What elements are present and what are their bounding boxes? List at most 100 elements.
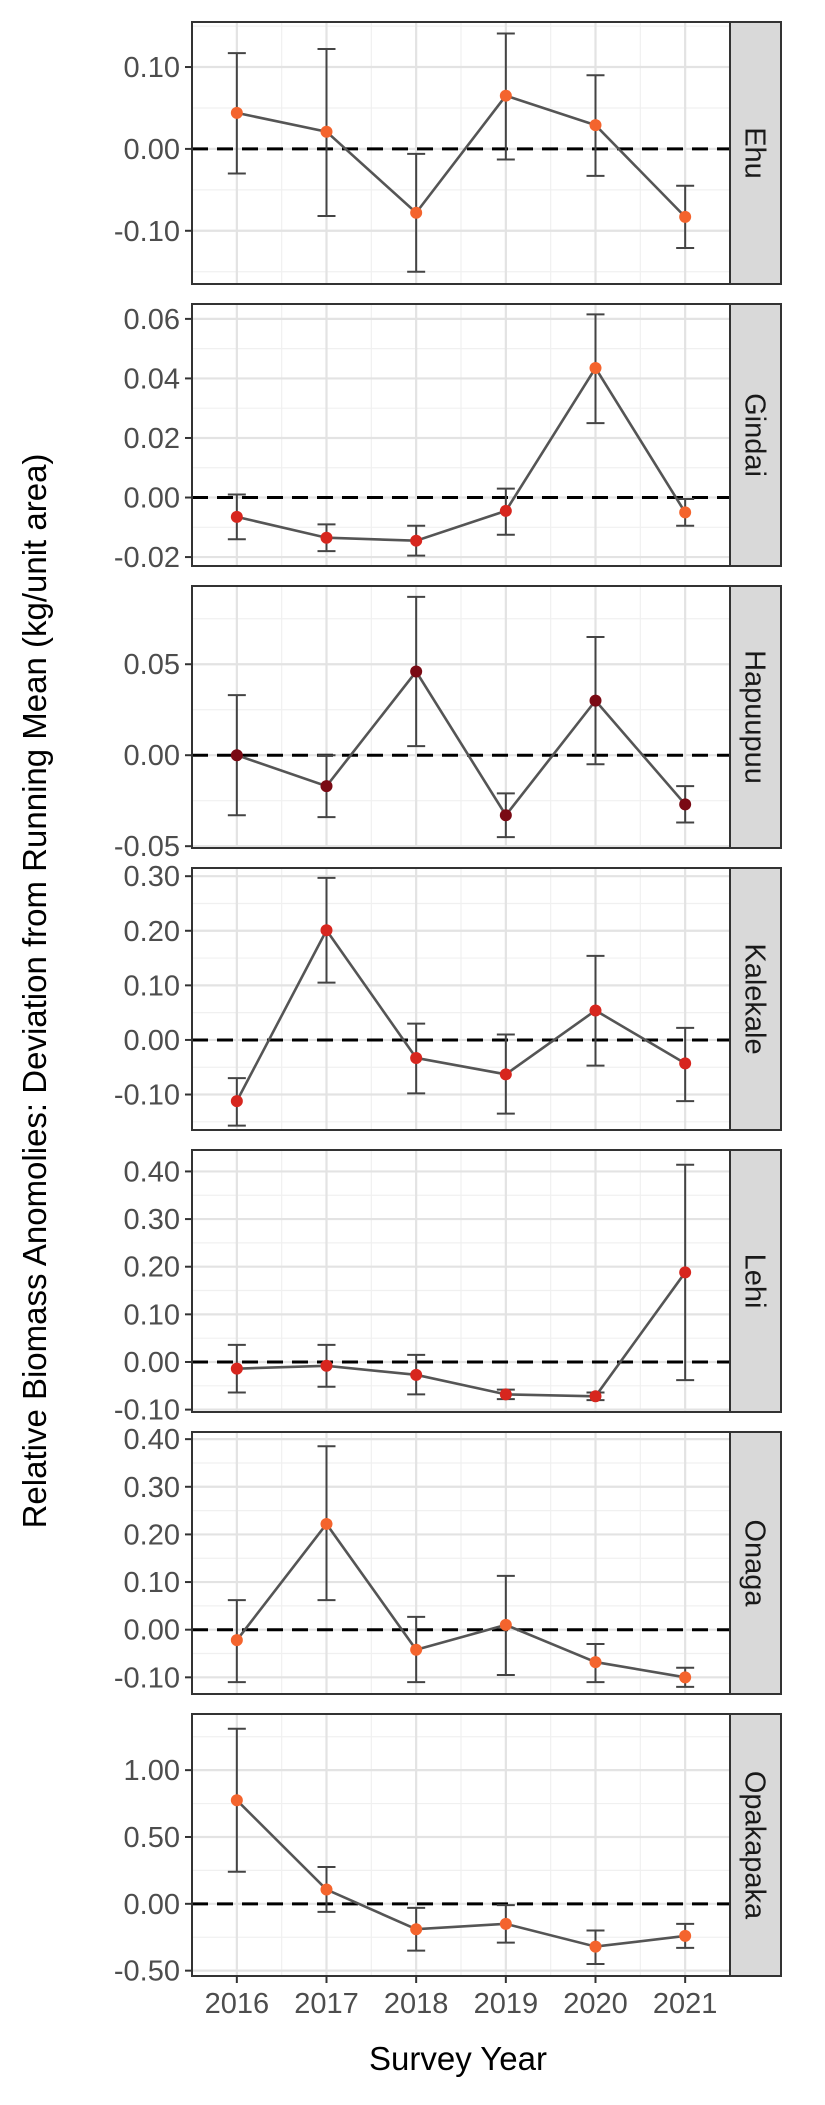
y-tick-label: -0.10 xyxy=(114,1395,180,1427)
data-point xyxy=(679,1266,692,1279)
y-tick-label: 0.10 xyxy=(124,52,180,84)
facet-strip xyxy=(729,1713,782,1977)
panel-lehi: -0.10 0.00 0.10 0.20 0.30 0.40 Lehi xyxy=(114,1149,782,1427)
y-tick-label: -0.10 xyxy=(114,1080,180,1112)
data-point xyxy=(679,210,692,223)
data-point xyxy=(499,1388,512,1401)
data-point xyxy=(230,1095,243,1108)
data-point xyxy=(589,362,602,375)
y-tick-label: 0.00 xyxy=(124,483,180,515)
y-tick-label: 0.20 xyxy=(124,916,180,948)
data-point xyxy=(230,1362,243,1375)
facet-strip xyxy=(729,585,782,849)
data-point xyxy=(230,106,243,119)
data-point xyxy=(589,694,602,707)
data-point xyxy=(589,119,602,132)
y-tick-label: 0.40 xyxy=(124,1156,180,1188)
data-point xyxy=(320,531,333,544)
facet-strip-label: Opakapaka xyxy=(739,1771,771,1920)
panel-opakapaka: -0.50 0.00 0.50 1.00 Opakapaka 2016 2017 2018 20… xyxy=(114,1713,782,2020)
panel-kalekale: -0.10 0.00 0.10 0.20 0.30 Kalekale xyxy=(114,861,782,1131)
facet-strip xyxy=(729,1431,782,1695)
y-tick-label: 0.20 xyxy=(124,1519,180,1551)
series-line xyxy=(236,94,687,218)
data-point xyxy=(410,665,423,678)
data-point xyxy=(499,809,512,822)
y-tick-label: 0.50 xyxy=(124,1822,180,1854)
y-tick-label: 0.00 xyxy=(124,1025,180,1057)
panel-onaga: -0.10 0.00 0.10 0.20 0.30 0.40 Onaga xyxy=(114,1424,782,1695)
y-tick-label: 0.30 xyxy=(124,1204,180,1236)
x-tick-label: 2020 xyxy=(563,1988,628,2020)
series-line xyxy=(236,365,687,543)
x-tick-label: 2018 xyxy=(384,1988,449,2020)
panel-gindai: -0.02 0.00 0.02 0.04 0.06 Gindai xyxy=(114,303,782,574)
data-point xyxy=(589,1656,602,1669)
series-line xyxy=(235,927,686,1102)
y-tick-label: 0.10 xyxy=(124,970,180,1002)
data-point xyxy=(320,924,333,937)
data-point xyxy=(499,1917,512,1930)
data-point xyxy=(410,1923,423,1936)
data-point xyxy=(320,780,333,793)
facet-strip xyxy=(729,303,782,567)
x-axis-title: Survey Year xyxy=(369,2040,547,2077)
data-point xyxy=(679,1929,692,1942)
data-point xyxy=(589,1390,602,1403)
data-point xyxy=(499,1068,512,1081)
data-point xyxy=(679,1671,692,1684)
y-tick-label: 0.10 xyxy=(124,1567,180,1599)
data-point xyxy=(499,1618,512,1631)
data-point xyxy=(499,89,512,102)
data-point xyxy=(230,1634,243,1647)
y-tick-label: -0.05 xyxy=(114,831,180,863)
data-point xyxy=(320,1883,333,1896)
data-point xyxy=(410,1643,423,1656)
y-tick-label: 1.00 xyxy=(124,1755,180,1787)
y-tick-label: 0.00 xyxy=(124,1889,180,1921)
y-tick-label: -0.10 xyxy=(114,1662,180,1694)
data-point xyxy=(320,1517,333,1530)
data-point xyxy=(410,534,423,547)
series-line xyxy=(236,669,687,818)
y-tick-label: 0.30 xyxy=(124,861,180,893)
data-point xyxy=(679,506,692,519)
facet-strip-label: Hapuupuu xyxy=(739,650,771,784)
panel-ehu: -0.10 0.00 0.10 Ehu xyxy=(114,21,782,285)
data-point xyxy=(320,1359,333,1372)
x-tick-label: 2019 xyxy=(474,1988,539,2020)
y-tick-label: -0.50 xyxy=(114,1956,180,1988)
y-tick-label: 0.00 xyxy=(124,1615,180,1647)
y-tick-label: 0.02 xyxy=(124,423,180,455)
y-tick-label: 0.00 xyxy=(124,740,180,772)
x-tick-label: 2016 xyxy=(205,1988,270,2020)
y-axis-title: Relative Biomass Anomolies: Deviation fr… xyxy=(16,454,53,1529)
data-point xyxy=(499,504,512,517)
y-tick-label: 0.00 xyxy=(124,134,180,166)
facet-strip-label: Ehu xyxy=(739,127,771,179)
y-tick-label: 0.40 xyxy=(124,1424,180,1456)
x-tick-label: 2017 xyxy=(294,1988,359,2020)
facet-strip-label: Lehi xyxy=(739,1254,771,1309)
facet-strip-label: Gindai xyxy=(739,393,771,477)
y-tick-label: 0.10 xyxy=(124,1299,180,1331)
facet-strip-label: Kalekale xyxy=(739,943,771,1054)
y-tick-label: -0.02 xyxy=(114,542,180,574)
facet-strip xyxy=(729,1149,782,1413)
facet-strip-label: Onaga xyxy=(739,1519,771,1607)
data-point xyxy=(410,206,423,219)
series-line xyxy=(235,1799,686,1948)
data-point xyxy=(320,125,333,138)
y-tick-label: -0.10 xyxy=(114,216,180,248)
series-line xyxy=(235,1521,686,1679)
y-tick-label: 0.05 xyxy=(124,649,180,681)
data-point xyxy=(679,1057,692,1070)
data-point xyxy=(410,1368,423,1381)
data-point xyxy=(589,1940,602,1953)
data-point xyxy=(679,798,692,811)
y-tick-label: 0.06 xyxy=(124,304,180,336)
panel-hapuupuu: -0.05 0.00 0.05 Hapuupuu xyxy=(114,585,782,863)
series-line xyxy=(236,1271,687,1398)
